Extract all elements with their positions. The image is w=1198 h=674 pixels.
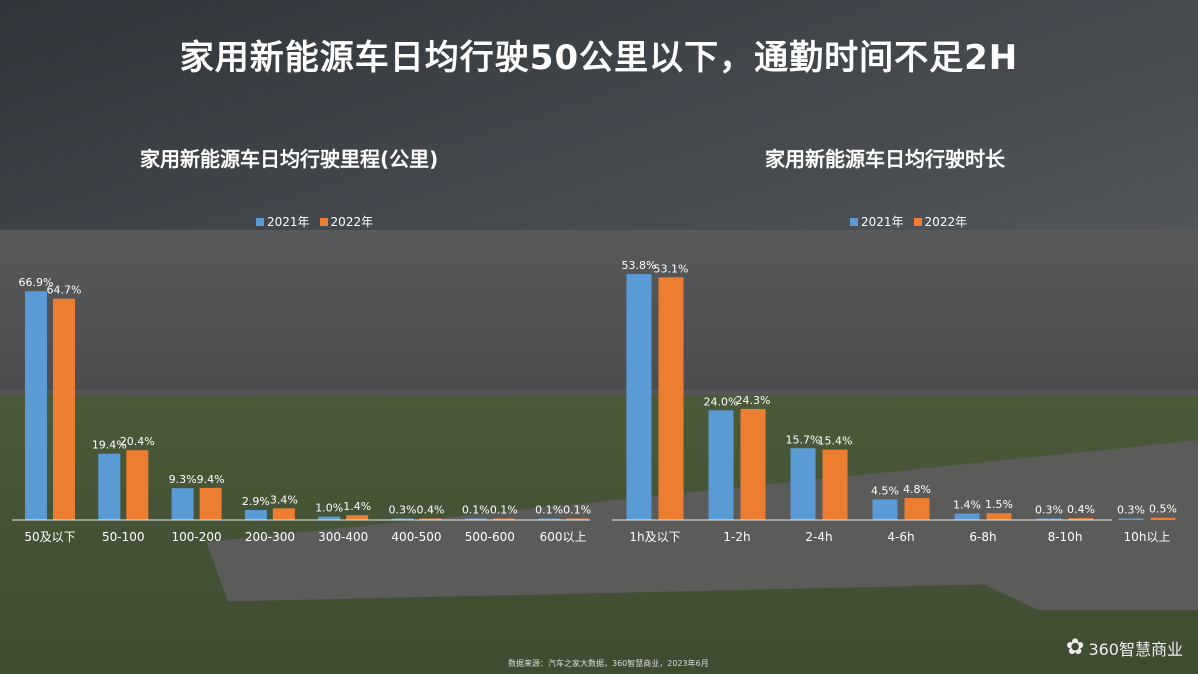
- legend-mileage: 2021年 2022年: [256, 213, 373, 230]
- data-label: 1.4%: [953, 499, 981, 512]
- x-tick-label: 300-400: [318, 530, 368, 544]
- data-label: 1.4%: [343, 500, 371, 513]
- background-road: [0, 230, 1198, 390]
- data-label: 20.4%: [120, 435, 155, 448]
- bar-2022: [419, 518, 442, 520]
- bar-2021: [464, 518, 487, 520]
- legend-duration: 2021年 2022年: [850, 213, 967, 230]
- x-tick-label: 1h及以下: [629, 530, 680, 544]
- x-tick-label: 1-2h: [723, 530, 750, 544]
- data-label: 24.0%: [704, 395, 739, 408]
- data-label: 15.7%: [786, 433, 821, 446]
- legend-label: 2022年: [924, 215, 968, 229]
- x-tick-label: 400-500: [391, 530, 441, 544]
- data-label: 0.1%: [462, 504, 490, 517]
- data-label: 1.0%: [315, 502, 343, 515]
- bar-2021: [25, 291, 47, 520]
- bar-2022: [986, 513, 1012, 520]
- data-label: 0.3%: [1117, 504, 1145, 517]
- data-label: 9.4%: [197, 473, 225, 486]
- bar-2022: [740, 408, 766, 520]
- logo: ✿ 360智慧商业: [1066, 636, 1183, 660]
- data-label: 1.5%: [985, 498, 1013, 511]
- x-tick-label: 4-6h: [887, 530, 914, 544]
- bar-2021: [171, 488, 194, 520]
- bar-2022: [126, 450, 149, 520]
- x-tick-label: 50及以下: [24, 530, 75, 544]
- data-label: 66.9%: [19, 276, 54, 289]
- legend-label: 2021年: [861, 215, 904, 229]
- bar-2021: [872, 499, 898, 520]
- data-label: 19.4%: [92, 439, 127, 452]
- bar-2022: [346, 515, 369, 520]
- bar-2022: [904, 498, 930, 520]
- bar-2021: [538, 518, 561, 520]
- logo-text: 360智慧商业: [1088, 640, 1183, 659]
- source-note: 数据来源：汽车之家大数据，360智慧商业，2023年6月: [508, 659, 709, 668]
- data-label: 53.1%: [654, 262, 689, 275]
- data-label: 2.9%: [242, 495, 270, 508]
- bar-2022: [272, 508, 295, 520]
- bar-2022: [658, 277, 684, 520]
- data-label: 0.3%: [389, 504, 417, 517]
- background-roof: [0, 0, 1198, 230]
- data-label: 0.3%: [1035, 504, 1063, 517]
- x-tick-label: 100-200: [172, 530, 222, 544]
- bar-2022: [1068, 518, 1094, 520]
- x-tick-label: 500-600: [465, 530, 515, 544]
- bar-2021: [1118, 518, 1144, 520]
- data-label: 3.4%: [270, 493, 298, 506]
- bar-2022: [1150, 517, 1176, 520]
- bar-2021: [98, 453, 121, 520]
- chart-title-mileage: 家用新能源车日均行驶里程(公里): [140, 147, 439, 171]
- bar-2021: [790, 448, 816, 520]
- legend-item-2021: 2021年: [256, 213, 310, 230]
- bar-2022: [199, 487, 222, 520]
- x-tick-label: 6-8h: [969, 530, 996, 544]
- bar-2021: [318, 516, 341, 520]
- bar-2022: [566, 518, 589, 520]
- legend-label: 2021年: [267, 215, 310, 229]
- data-label: 0.4%: [417, 504, 445, 517]
- data-label: 9.3%: [169, 473, 197, 486]
- data-label: 0.1%: [490, 504, 518, 517]
- bar-2021: [954, 513, 980, 520]
- data-label: 53.8%: [622, 259, 657, 272]
- data-label: 64.7%: [47, 284, 82, 297]
- legend-item-2022: 2022年: [913, 213, 968, 230]
- x-tick-label: 200-300: [245, 530, 295, 544]
- bar-2022: [492, 518, 515, 520]
- x-tick-label: 50-100: [102, 530, 145, 544]
- bar-2022: [822, 449, 848, 520]
- chart-title-duration: 家用新能源车日均行驶时长: [765, 147, 1005, 171]
- 360-flower-icon: ✿: [1066, 635, 1085, 660]
- bar-2021: [626, 274, 652, 520]
- legend-label: 2022年: [330, 215, 374, 229]
- legend-item-2022: 2022年: [319, 213, 374, 230]
- data-label: 0.4%: [1067, 503, 1095, 516]
- x-tick-label: 2-4h: [805, 530, 832, 544]
- x-tick-label: 8-10h: [1048, 530, 1083, 544]
- x-tick-label: 600以上: [540, 530, 587, 544]
- bar-2022: [53, 298, 75, 520]
- bar-2021: [708, 410, 734, 520]
- data-label: 0.1%: [535, 504, 563, 517]
- data-label: 4.5%: [871, 484, 899, 497]
- data-label: 0.5%: [1149, 503, 1177, 516]
- legend-item-2021: 2021年: [850, 213, 904, 230]
- page-title: 家用新能源车日均行驶50公里以下，通勤时间不足2H: [179, 38, 1019, 78]
- x-tick-label: 10h以上: [1124, 530, 1171, 544]
- bar-2021: [391, 518, 414, 520]
- data-label: 0.1%: [563, 504, 591, 517]
- data-label: 24.3%: [736, 394, 771, 407]
- data-label: 15.4%: [818, 435, 853, 448]
- data-label: 4.8%: [903, 483, 931, 496]
- bar-2021: [1036, 518, 1062, 520]
- bar-2021: [244, 510, 267, 520]
